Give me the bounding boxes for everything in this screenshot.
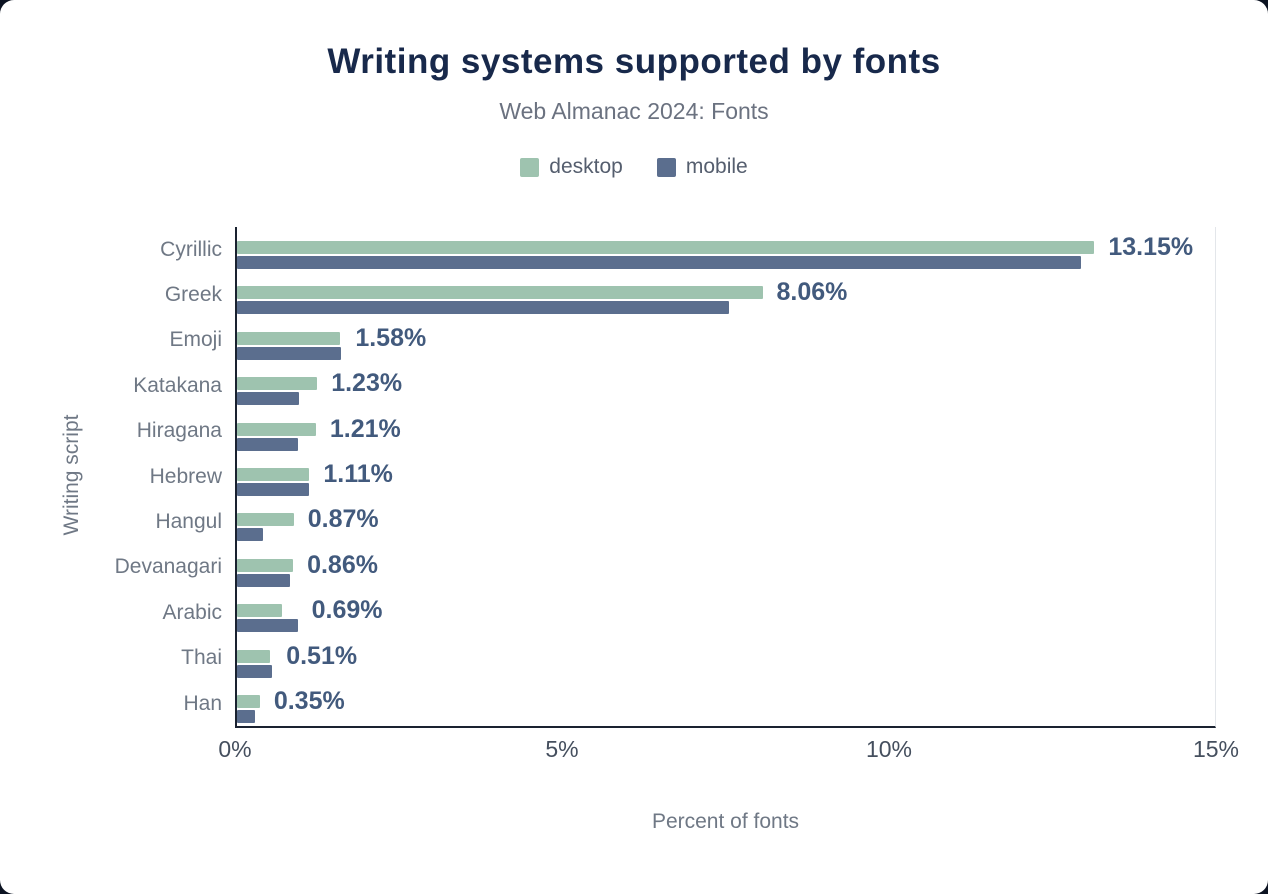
chart-row: 0.35% [237, 681, 1215, 726]
desktop-bar [237, 467, 310, 481]
legend-item-mobile[interactable]: mobile [656, 155, 748, 179]
mobile-bar [237, 528, 264, 542]
mobile-bar [237, 392, 299, 406]
x-tick-label: 15% [1192, 736, 1240, 763]
chart-row: 1.58% [237, 318, 1215, 363]
desktop-bar [237, 422, 316, 436]
desktop-bar [237, 694, 260, 708]
legend-label-desktop: desktop [549, 155, 623, 178]
x-axis-title: Percent of fonts [651, 810, 800, 834]
chart-row: 0.86% [237, 545, 1215, 590]
chart-subtitle: Web Almanac 2024: Fonts [499, 98, 769, 124]
value-label: 8.06% [776, 278, 848, 307]
value-label: 0.51% [286, 641, 358, 670]
legend-item-desktop[interactable]: desktop [520, 155, 623, 179]
chart-row: 13.15% [237, 227, 1215, 272]
x-tick-label: 5% [545, 736, 579, 763]
desktop-bar [237, 241, 1095, 254]
category-labels: Cyrillic Greek Emoji Katakana Hiragana Hebrew… [65, 227, 235, 728]
mobile-bar [237, 573, 290, 587]
mobile-bar [237, 664, 273, 678]
mobile-bar [237, 256, 1082, 269]
value-label: 1.11% [323, 459, 393, 488]
category-label: Hiragana [136, 419, 222, 443]
category-label: Thai [181, 646, 222, 670]
x-axis-ticks: 0% 5% 10% 15% [218, 736, 1239, 770]
chart-row: 0.69% [237, 590, 1215, 635]
legend-label-mobile: mobile [685, 155, 748, 178]
chart-row: 0.87% [237, 499, 1215, 544]
chart-area: Writing script Cyrillic Greek Emoji Katakan… [0, 227, 1268, 834]
plot: Cyrillic Greek Emoji Katakana Hiragana Hebrew… [65, 227, 1239, 770]
chart-row: 1.21% [237, 409, 1215, 454]
value-label: 0.69% [311, 596, 383, 625]
desktop-bar [237, 286, 763, 300]
chart-row: 1.11% [237, 454, 1215, 499]
category-label: Devanagari [114, 555, 222, 579]
chart-row: 1.23% [237, 363, 1215, 408]
category-label: Han [183, 691, 222, 715]
chart-row: 8.06% [237, 272, 1215, 317]
desktop-bar [237, 558, 294, 572]
value-label: 0.87% [307, 505, 379, 534]
mobile-bar [237, 709, 256, 723]
bars-region: 13.15% 8.06% 1.58% 1.23% 1.21% 1.11% 0.87% 0.86… [235, 227, 1216, 729]
chart-title: Writing systems supported by fonts [327, 42, 941, 81]
category-label: Cyrillic [160, 237, 222, 261]
desktop-swatch-icon [520, 157, 540, 177]
mobile-bar [237, 482, 309, 496]
value-label: 1.58% [355, 323, 427, 352]
mobile-swatch-icon [656, 157, 676, 177]
mobile-bar [237, 619, 298, 633]
value-label: 0.35% [273, 686, 345, 715]
desktop-bar [237, 377, 318, 391]
desktop-bar [237, 331, 341, 345]
category-label: Hangul [155, 510, 222, 534]
x-tick-label: 10% [865, 736, 913, 763]
x-tick-label: 0% [218, 736, 252, 763]
category-label: Hebrew [149, 464, 222, 488]
value-label: 1.21% [329, 414, 401, 443]
desktop-bar [237, 649, 271, 663]
category-label: Arabic [162, 600, 222, 624]
y-axis-title: Writing script [60, 414, 83, 536]
value-label: 13.15% [1108, 233, 1194, 261]
desktop-bar [237, 513, 294, 527]
value-label: 0.86% [307, 550, 378, 579]
category-label: Greek [164, 283, 222, 307]
value-label: 1.23% [331, 369, 403, 398]
legend: desktop mobile [0, 155, 1268, 179]
mobile-bar [237, 301, 730, 315]
mobile-bar [237, 346, 342, 360]
desktop-bar [237, 604, 282, 618]
chart-row: 0.51% [237, 636, 1215, 681]
mobile-bar [237, 437, 299, 451]
category-label: Katakana [133, 373, 222, 397]
category-label: Emoji [169, 328, 222, 352]
